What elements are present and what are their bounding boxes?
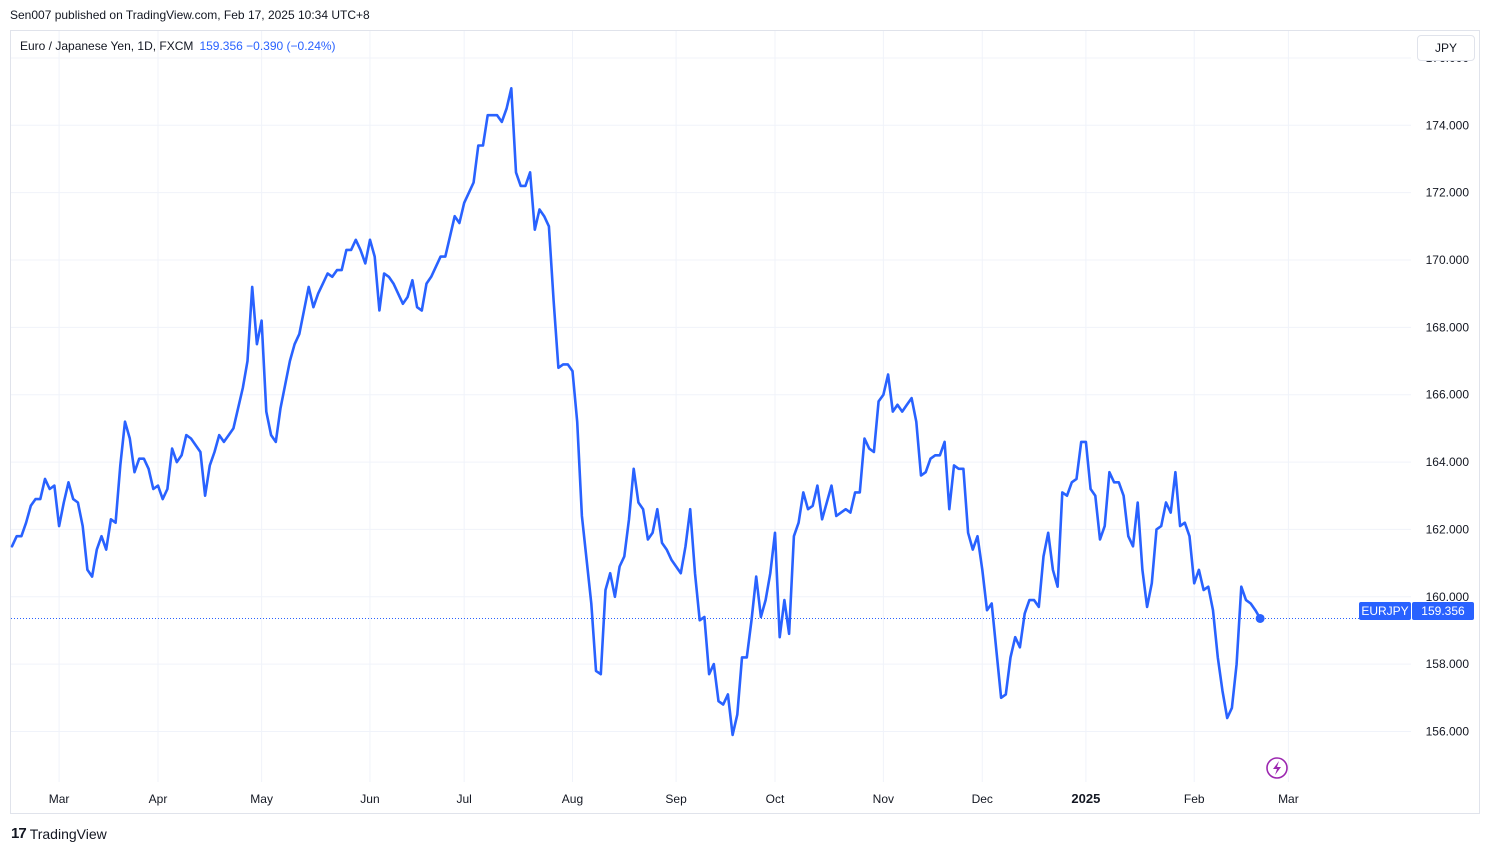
price-label: EURJPY 159.356 (1359, 602, 1474, 620)
chart-legend: Euro / Japanese Yen, 1D, FXCM 159.356 −0.… (20, 39, 336, 53)
y-tick-label: 160.000 (1426, 590, 1470, 604)
x-tick-label: 2025 (1071, 791, 1100, 806)
y-tick-label: 166.000 (1426, 388, 1470, 402)
y-axis: 156.000 158.000 160.000 162.000 164.000 166.0… (1426, 51, 1470, 739)
currency-button[interactable]: JPY (1417, 35, 1475, 61)
grid-lines (11, 31, 1411, 782)
x-tick-label: Oct (766, 792, 785, 806)
x-tick-label: Jun (360, 792, 379, 806)
ticker-tag-bg (1359, 602, 1411, 620)
x-tick-label: Jul (456, 792, 471, 806)
chart-frame (10, 30, 1480, 814)
y-tick-label: 158.000 (1426, 657, 1470, 671)
price-tag: 159.356 (1421, 604, 1465, 618)
symbol-title: Euro / Japanese Yen, 1D, FXCM (20, 39, 194, 53)
x-tick-label: Aug (562, 792, 583, 806)
x-tick-label: May (250, 792, 273, 806)
last-price-dot (1255, 613, 1265, 623)
lightning-icon[interactable] (1266, 757, 1288, 779)
y-tick-label: 162.000 (1426, 522, 1470, 536)
x-tick-label: Sep (665, 792, 687, 806)
tradingview-footer[interactable]: 17 TradingView (11, 825, 107, 842)
x-tick-label: Nov (873, 792, 894, 806)
tradingview-logo-icon: 17 (11, 825, 27, 842)
price-tag-bg (1412, 602, 1474, 620)
x-axis: Mar Apr May Jun Jul Aug Sep Oct Nov Dec 2025 Feb Mar (49, 791, 1299, 806)
y-tick-label: 174.000 (1426, 118, 1470, 132)
symbol-quote: 159.356 −0.390 (−0.24%) (199, 39, 336, 53)
y-tick-label: 168.000 (1426, 320, 1470, 334)
ticker-tag: EURJPY (1361, 604, 1408, 618)
x-tick-label: Mar (1278, 792, 1299, 806)
y-tick-label: 172.000 (1426, 186, 1470, 200)
x-tick-label: Feb (1184, 792, 1205, 806)
x-tick-label: Apr (149, 792, 168, 806)
x-tick-label: Mar (49, 792, 70, 806)
eurjpy-series-line (10, 87, 1262, 737)
publisher-line: Sen007 published on TradingView.com, Feb… (10, 8, 370, 22)
x-tick-label: Dec (972, 792, 993, 806)
y-tick-label: 164.000 (1426, 455, 1470, 469)
y-tick-label: 170.000 (1426, 253, 1470, 267)
tradingview-brand: TradingView (29, 825, 107, 842)
y-tick-label: 156.000 (1426, 724, 1470, 738)
